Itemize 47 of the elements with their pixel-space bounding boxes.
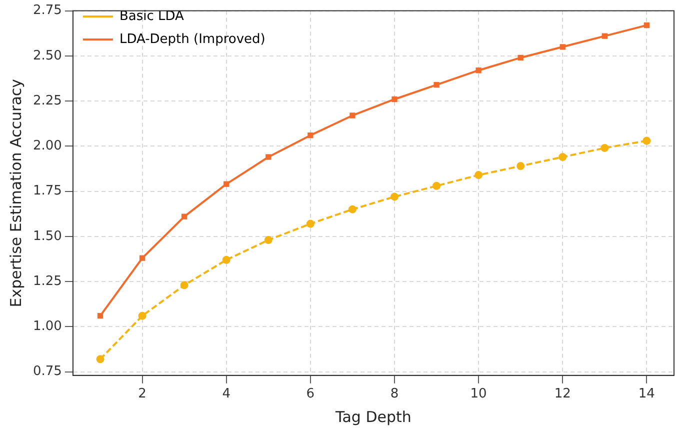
point — [390, 192, 398, 201]
point — [306, 220, 314, 228]
x-axis-title: Tag Depth — [334, 408, 412, 426]
point — [96, 355, 104, 364]
point — [392, 96, 398, 102]
y-tick-label: 1.25 — [32, 274, 62, 289]
legend-label: LDA-Depth (Improved) — [119, 32, 266, 47]
y-tick-label: 2.75 — [32, 3, 62, 18]
point — [560, 44, 566, 50]
y-tick-label: 2.25 — [32, 93, 62, 108]
point — [97, 313, 104, 319]
x-tick-label: 10 — [470, 386, 487, 402]
point — [432, 182, 441, 190]
y-tick-label: 1.50 — [32, 228, 62, 244]
point — [642, 136, 651, 145]
y-tick-label: 1.00 — [32, 319, 62, 334]
point — [224, 181, 230, 187]
point — [180, 281, 188, 290]
y-tick-label: 1.75 — [32, 184, 62, 199]
x-tick-label: 4 — [222, 386, 230, 402]
point — [558, 153, 567, 161]
x-tick-label: 8 — [390, 386, 399, 402]
x-tick-label: 2 — [138, 386, 146, 402]
point — [264, 236, 272, 244]
x-tick-label: 12 — [554, 386, 571, 402]
point — [308, 132, 314, 138]
point — [348, 205, 356, 214]
point — [434, 82, 440, 88]
point — [350, 112, 356, 118]
point — [222, 256, 230, 264]
y-tick-label: 2.50 — [32, 48, 62, 64]
point — [600, 144, 609, 152]
point — [516, 162, 525, 170]
point — [602, 33, 608, 39]
y-axis-title: Expertise Estimation Accuracy — [6, 78, 25, 308]
y-tick-label: 0.75 — [32, 364, 62, 380]
x-tick-label: 14 — [638, 386, 655, 402]
x-tick-label: 6 — [306, 386, 315, 402]
point — [138, 312, 146, 320]
point — [266, 154, 272, 160]
point — [518, 54, 524, 61]
point — [476, 68, 482, 74]
point — [182, 214, 188, 220]
y-tick-label: 2.00 — [32, 138, 62, 154]
point — [644, 22, 650, 28]
point — [474, 171, 483, 180]
point — [139, 255, 146, 261]
